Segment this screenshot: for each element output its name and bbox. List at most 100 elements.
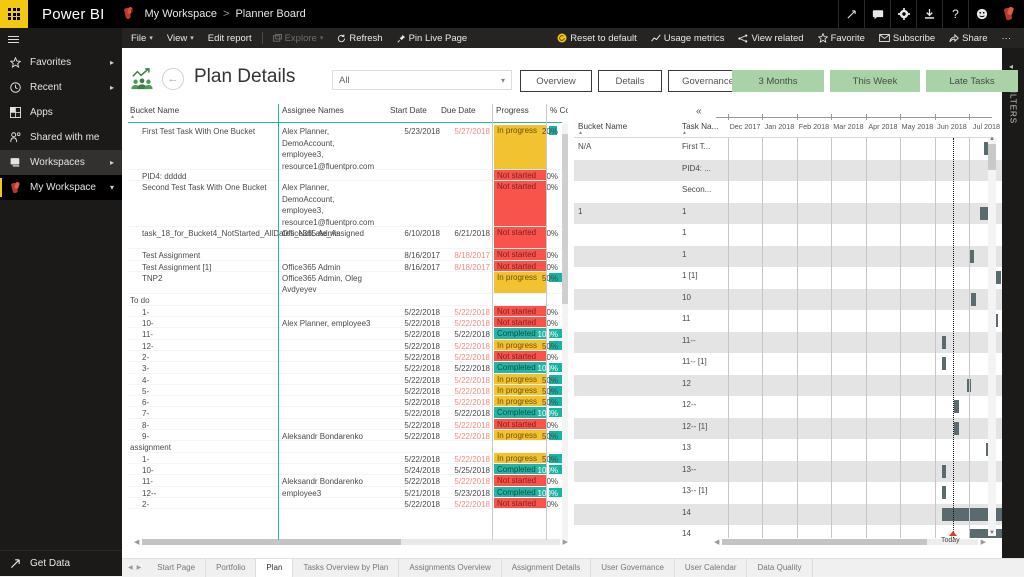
gantt-bar[interactable]: [971, 293, 977, 306]
menu-edit-report[interactable]: Edit report: [201, 28, 259, 48]
nav-toggle-button[interactable]: [0, 28, 122, 50]
help-icon[interactable]: ?: [942, 0, 968, 28]
menu-view[interactable]: View ▾: [160, 28, 201, 48]
button-this-week[interactable]: This Week: [830, 70, 920, 92]
filters-pane-rail[interactable]: ◂ FILTERS: [1002, 48, 1024, 576]
collapse-all-icon[interactable]: «: [696, 106, 702, 117]
page-tab-tasks-overview-by-plan[interactable]: Tasks Overview by Plan: [293, 559, 399, 577]
column-header-pct-complete[interactable]: % Complete: [550, 106, 568, 115]
gantt-row[interactable]: 1 [1]: [574, 267, 1002, 289]
page-tab-data-quality[interactable]: Data Quality: [747, 559, 812, 577]
gantt-row[interactable]: 12: [574, 375, 1002, 397]
page-tab-plan[interactable]: Plan: [256, 559, 293, 577]
gantt-row[interactable]: 13--: [574, 461, 1002, 483]
download-icon[interactable]: [916, 0, 942, 28]
scroll-thumb[interactable]: [142, 539, 401, 545]
scroll-thumb[interactable]: [562, 134, 568, 304]
column-header-bucket-name[interactable]: Bucket Name▲: [130, 106, 179, 119]
column-header-progress[interactable]: Progress: [496, 106, 529, 115]
plan-details-table[interactable]: Bucket Name▲ Assignee Names Start Date D…: [128, 104, 568, 552]
expand-icon[interactable]: [838, 0, 864, 28]
sidebar-item-favorites[interactable]: Favorites ▸: [0, 50, 122, 75]
gantt-row[interactable]: 12--: [574, 396, 1002, 418]
page-tab-user-governance[interactable]: User Governance: [591, 559, 675, 577]
gantt-bar[interactable]: [942, 486, 946, 499]
gantt-bar[interactable]: [942, 357, 946, 370]
menu-refresh[interactable]: Refresh: [330, 28, 389, 48]
sidebar-item-recent[interactable]: Recent ▸: [0, 75, 122, 100]
gantt-row[interactable]: 12-- [1]: [574, 418, 1002, 440]
button-overview[interactable]: Overview: [520, 70, 592, 92]
gantt-row[interactable]: 14: [574, 504, 1002, 526]
gantt-bar[interactable]: [942, 465, 946, 478]
page-tab-portfolio[interactable]: Portfolio: [206, 559, 256, 577]
menu-pin-live-page[interactable]: Pin Live Page: [390, 28, 475, 48]
breadcrumb-workspace[interactable]: My Workspace: [144, 8, 217, 20]
gantt-row[interactable]: Secon...: [574, 181, 1002, 203]
back-button[interactable]: ←: [162, 68, 184, 90]
scroll-thumb[interactable]: [988, 144, 996, 170]
action-usage-metrics[interactable]: Usage metrics: [644, 28, 732, 48]
table-vertical-scrollbar[interactable]: [562, 124, 568, 542]
sidebar-item-shared-with-me[interactable]: Shared with me: [0, 125, 122, 150]
plan-slicer-dropdown[interactable]: All ▾: [332, 70, 512, 90]
gantt-column-header-bucket-name[interactable]: Bucket Name▲: [578, 122, 627, 135]
action-favorite[interactable]: Favorite: [811, 28, 872, 48]
gantt-row[interactable]: 11--: [574, 332, 1002, 354]
scroll-up-arrow[interactable]: ▲: [988, 136, 996, 144]
button-late-tasks[interactable]: Late Tasks: [926, 70, 1018, 92]
gantt-row[interactable]: PID4: ...: [574, 160, 1002, 182]
column-header-assignee-names[interactable]: Assignee Names: [282, 106, 344, 115]
gantt-bar[interactable]: [942, 336, 946, 349]
gantt-row[interactable]: 10: [574, 289, 1002, 311]
gantt-row[interactable]: 13-- [1]: [574, 482, 1002, 504]
scroll-track[interactable]: [142, 539, 559, 545]
menu-file[interactable]: File ▾: [124, 28, 160, 48]
menu-explore[interactable]: Explore ▾: [266, 28, 331, 48]
sidebar-item-my-workspace[interactable]: My Workspace ▾: [0, 175, 122, 200]
gantt-vertical-scrollbar[interactable]: ▲ ▼: [988, 138, 996, 536]
sidebar-item-workspaces[interactable]: Workspaces ▸: [0, 150, 122, 175]
scroll-down-arrow[interactable]: ▼: [988, 530, 996, 538]
gantt-row[interactable]: 1: [574, 224, 1002, 246]
table-horizontal-scrollbar[interactable]: ◀ ▶: [134, 537, 568, 546]
avatar[interactable]: [994, 0, 1024, 28]
scroll-thumb[interactable]: [722, 539, 926, 545]
breadcrumb-report[interactable]: Planner Board: [235, 8, 305, 20]
gantt-row[interactable]: 13: [574, 439, 1002, 461]
column-header-start-date[interactable]: Start Date: [390, 106, 427, 115]
page-tab-next-icon[interactable]: ▶: [137, 564, 142, 571]
table-group-row[interactable]: assignment: [128, 441, 562, 452]
scroll-right-arrow[interactable]: ▶: [981, 538, 986, 546]
action-view-related[interactable]: View related: [731, 28, 810, 48]
gantt-row[interactable]: 11: [574, 310, 1002, 332]
product-name[interactable]: Power BI: [42, 6, 104, 23]
gantt-bar[interactable]: [954, 400, 959, 413]
page-tab-assignments-overview[interactable]: Assignments Overview: [399, 559, 501, 577]
page-tab-prev-icon[interactable]: ◀: [128, 564, 133, 571]
